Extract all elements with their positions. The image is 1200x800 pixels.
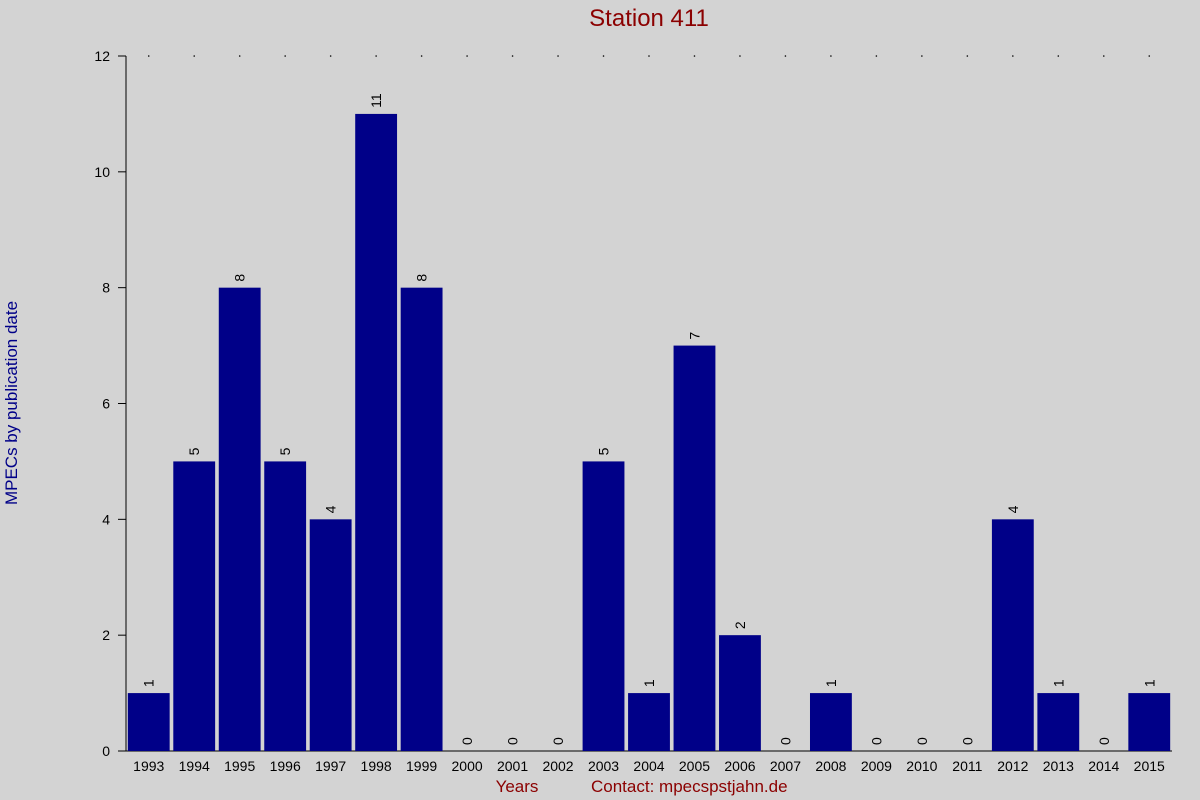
x-tick-label: 2005: [679, 758, 710, 774]
value-label: 8: [414, 274, 430, 282]
grid-dot: [238, 55, 241, 57]
value-label: 0: [959, 737, 975, 745]
bar: [673, 345, 716, 751]
y-tick-label: 8: [102, 280, 110, 296]
x-tick-label: 2006: [724, 758, 755, 774]
x-tick-label: 1993: [133, 758, 164, 774]
value-label: 7: [686, 332, 702, 340]
value-label: 0: [505, 737, 521, 745]
x-tick-label: 1994: [179, 758, 210, 774]
value-label: 5: [186, 447, 202, 455]
value-label: 0: [550, 737, 566, 745]
grid-dot: [329, 55, 332, 57]
grid-dot: [1057, 55, 1060, 57]
x-tick-label: 2000: [452, 758, 483, 774]
y-tick-label: 12: [94, 48, 110, 64]
y-tick-label: 6: [102, 396, 110, 412]
value-label: 8: [232, 274, 248, 282]
x-tick-label: 1999: [406, 758, 437, 774]
value-label: 1: [141, 679, 157, 687]
x-tick-label: 2004: [633, 758, 664, 774]
bar: [582, 461, 625, 751]
grid-dot: [739, 55, 741, 57]
x-tick-label: 2011: [952, 758, 982, 774]
bar: [127, 693, 170, 751]
value-label: 0: [868, 737, 884, 745]
grid-dot: [284, 55, 286, 57]
grid-dot: [420, 55, 423, 57]
x-tick-label: 2001: [497, 758, 528, 774]
y-tick-label: 0: [102, 743, 110, 759]
bar: [991, 519, 1034, 751]
x-tick-label: 1997: [315, 758, 346, 774]
grid-dot: [875, 55, 878, 57]
bar: [809, 693, 852, 751]
y-tick-label: 4: [102, 511, 110, 527]
grid-dot: [466, 55, 468, 57]
grid-dot: [648, 55, 650, 57]
value-label: 0: [777, 737, 793, 745]
x-tick-label: 2002: [542, 758, 573, 774]
bar: [218, 287, 261, 751]
y-axis-label: MPECs by publication date: [2, 301, 21, 505]
grid-dot: [193, 55, 196, 57]
grid-dot: [511, 55, 514, 57]
annotation: Contact: mpecspstjahn.de: [591, 777, 788, 796]
bar: [264, 461, 307, 751]
bar: [1037, 693, 1080, 751]
grid-dot: [1102, 55, 1105, 57]
value-label: 0: [459, 737, 475, 745]
grid-dot: [557, 55, 559, 57]
y-tick-label: 2: [102, 627, 110, 643]
x-tick-label: 2003: [588, 758, 619, 774]
grid-dot: [693, 55, 696, 57]
x-tick-label: 2008: [815, 758, 846, 774]
value-label: 5: [596, 447, 612, 455]
value-label: 4: [1005, 505, 1021, 513]
bar: [1128, 693, 1171, 751]
x-tick-label: 2013: [1043, 758, 1074, 774]
value-label: 2: [732, 621, 748, 629]
value-label: 1: [823, 679, 839, 687]
y-tick-label: 10: [94, 164, 110, 180]
x-axis-label: Years: [496, 777, 539, 796]
x-tick-label: 2010: [906, 758, 937, 774]
value-label: 0: [914, 737, 930, 745]
grid-dot: [602, 55, 605, 57]
value-label: 1: [1050, 679, 1066, 687]
value-label: 5: [277, 447, 293, 455]
x-tick-label: 1998: [361, 758, 392, 774]
x-tick-label: 2007: [770, 758, 801, 774]
grid-dot: [147, 55, 150, 57]
grid-dot: [830, 55, 832, 57]
grid-dot: [784, 55, 787, 57]
grid-dot: [921, 55, 923, 57]
grid-dot: [375, 55, 377, 57]
x-tick-label: 2012: [997, 758, 1028, 774]
value-label: 1: [641, 679, 657, 687]
value-label: 4: [323, 505, 339, 513]
chart-title: Station 411: [589, 5, 709, 32]
x-tick-label: 2015: [1134, 758, 1165, 774]
bar: [309, 519, 352, 751]
x-tick-label: 1996: [270, 758, 301, 774]
bar: [355, 113, 398, 751]
bar: [719, 635, 761, 751]
x-tick-label: 2009: [861, 758, 892, 774]
value-label: 0: [1096, 737, 1112, 745]
grid-dot: [966, 55, 969, 57]
bar: [400, 287, 443, 751]
value-label: 1: [1141, 679, 1157, 687]
grid-dot: [1148, 55, 1151, 57]
x-tick-label: 2014: [1088, 758, 1119, 774]
bar: [628, 693, 670, 751]
grid-dot: [1012, 55, 1014, 57]
x-tick-label: 1995: [224, 758, 255, 774]
bar: [173, 461, 216, 751]
value-label: 11: [368, 93, 384, 108]
